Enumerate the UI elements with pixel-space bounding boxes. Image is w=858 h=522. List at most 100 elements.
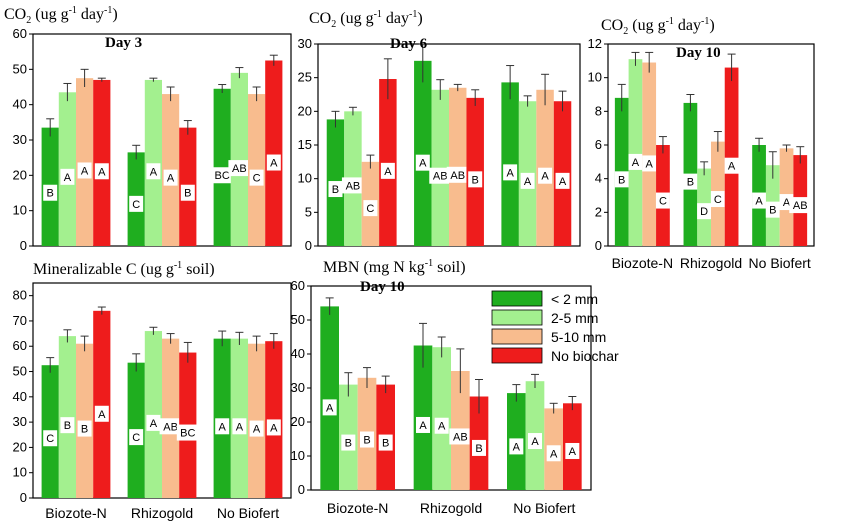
letter-box [724,157,739,174]
significance-letter: B [184,188,191,200]
y-axis-label-part: -1 [174,260,182,271]
y-axis-label-part: (ug g [628,17,665,34]
bar [642,62,657,247]
y-axis-label-part: soil) [433,259,465,276]
significance-letter: A [646,158,654,170]
letter-box [146,414,161,431]
significance-letter: AB [232,163,247,175]
significance-letter: C [366,203,374,215]
chart-title: Day 10 [360,279,405,295]
significance-letter: A [524,176,532,188]
y-tick-label: 0 [20,490,27,505]
significance-letter: A [569,446,577,458]
y-axis-label-part: (ug g [336,10,373,27]
letter-box [509,438,524,455]
y-axis-label: Mineralizable C (ug g-1 soil) [33,260,215,278]
letter-box [655,192,670,209]
significance-letter: A [270,158,278,170]
legend-swatch [491,347,543,364]
y-tick-label: 70 [13,313,27,328]
significance-letter: B [475,443,482,455]
letter-box [765,201,780,218]
y-tick-label: 20 [298,103,312,118]
legend-label: < 2 mm [551,291,598,307]
y-axis-label-part: 2 [26,15,31,26]
letter-box [528,433,542,450]
y-axis-label-part: 2 [623,26,628,37]
y-axis-label-part: day [674,17,701,34]
significance-letter: B [363,435,370,447]
letter-box [546,445,561,462]
y-tick-label: 80 [13,288,27,303]
legend-swatch [491,328,543,345]
letter-box [565,442,580,459]
letter-box [752,192,767,209]
letter-box [60,417,75,434]
significance-letter: A [64,172,72,184]
chart-title: Day 3 [105,35,142,51]
y-tick-label: 15 [298,137,312,152]
y-tick-label: 20 [291,414,305,429]
y-axis-label-part: -1 [69,5,77,16]
category-label: Biozote-N [612,255,673,271]
significance-letter: A [219,421,227,433]
significance-letter: AB [453,431,468,443]
y-axis-label: MBN (mg N kg-1 soil) [323,258,466,276]
significance-letter: AB [346,180,361,192]
significance-letter: B [687,177,694,189]
legend-label: 2-5 mm [551,310,598,326]
y-tick-label: 10 [13,203,27,218]
significance-letter: C [253,173,261,185]
y-axis-label-part: Mineralizable C (ug g [33,261,174,278]
category-label: Biozote-N [45,505,106,521]
y-tick-label: 10 [291,448,305,463]
letter-box [446,166,469,183]
y-tick-label: 30 [13,414,27,429]
y-axis-label: CO2 (ug g-1 day-1) [4,5,118,26]
y-tick-label: 60 [13,26,27,41]
y-tick-label: 30 [298,36,312,51]
category-label: Rhizogold [131,505,193,521]
category-label: Rhizogold [680,255,742,271]
bar [724,67,739,246]
letter-box [43,430,58,447]
letter-box [628,153,643,170]
significance-letter: B [472,174,479,186]
y-axis-label-part: CO [309,10,331,27]
y-axis-label-part: -1 [425,258,433,269]
y-axis-label-part: MBN (mg N kg [323,259,425,276]
bar [76,78,94,247]
y-axis-label-part: -1 [374,9,382,20]
category-label: Biozote-N [327,500,388,516]
legend: < 2 mm 2-5 mm 5-10 mm No biochar [491,290,619,364]
significance-letter: B [345,438,352,450]
letter-box [77,420,92,437]
letter-box [215,418,230,435]
significance-letter: BC [180,428,195,440]
category-label: No Biofert [217,505,279,521]
significance-letter: B [769,205,776,217]
significance-letter: A [150,418,158,430]
significance-letter: A [98,409,106,421]
bar [93,79,111,246]
letter-box [266,154,281,171]
y-tick-label: 8 [595,103,602,118]
letter-box [249,420,264,437]
letter-box [789,197,812,214]
letter-box [322,399,337,416]
significance-letter: A [419,158,427,170]
significance-letter: C [46,433,54,445]
letter-box [94,163,109,180]
bar [58,336,76,498]
significance-letter: A [531,436,539,448]
significance-letter: A [550,448,558,460]
y-axis-label-part: CO [4,6,26,23]
significance-letter: B [618,174,625,186]
letter-box [468,171,483,188]
significance-letter: A [559,176,567,188]
significance-letter: C [132,432,140,444]
letter-box [710,191,725,208]
y-tick-label: 25 [298,70,312,85]
y-tick-label: 2 [595,204,602,219]
